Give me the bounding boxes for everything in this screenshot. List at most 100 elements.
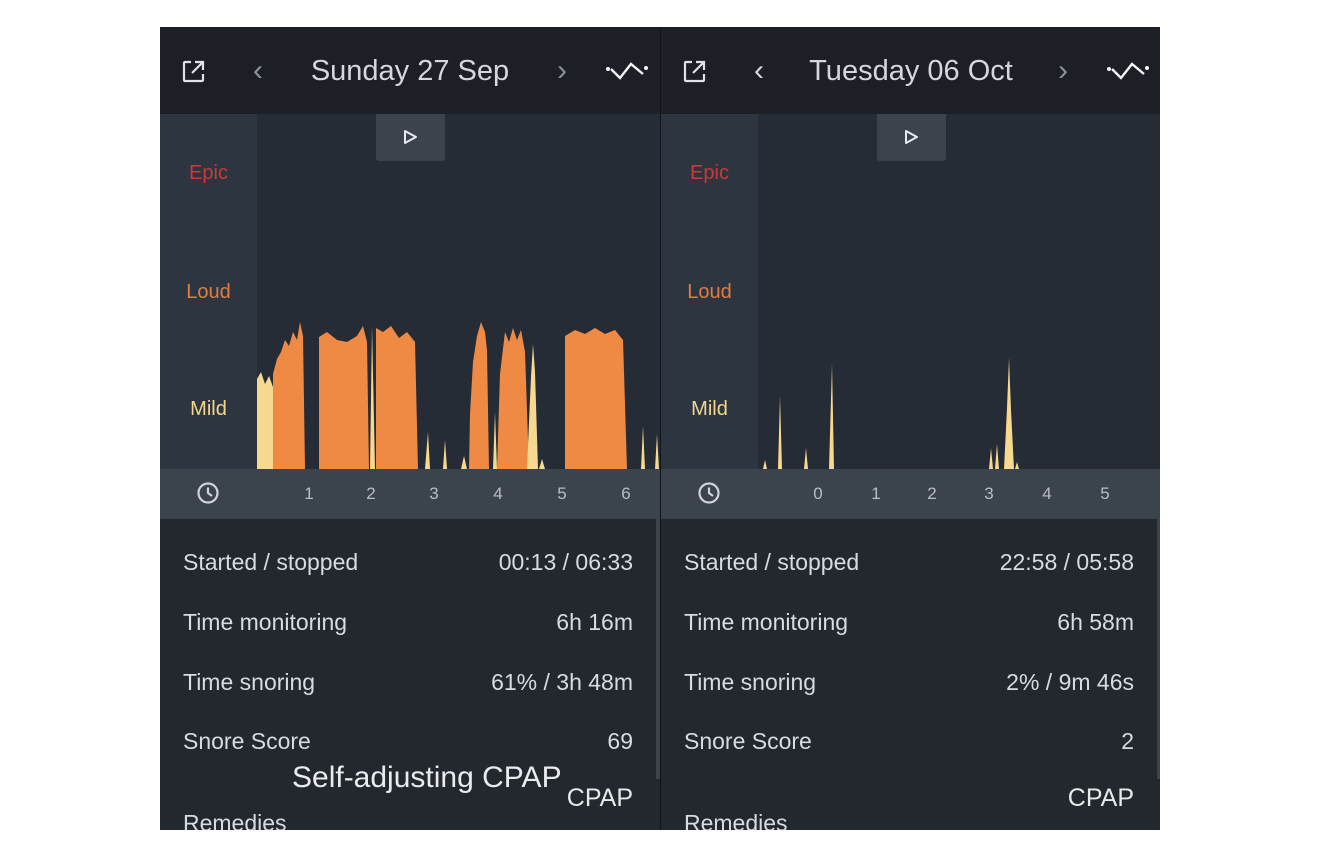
snore-burst-mild <box>370 326 375 469</box>
stat-label: Started / stopped <box>183 549 359 575</box>
night-stats: Started / stopped 00:13 / 06:33 Time mon… <box>160 519 660 830</box>
night-panel-right: ‹ Tuesday 06 Oct › Epic Loud Mild <box>661 27 1160 830</box>
level-loud-label: Loud <box>687 281 732 303</box>
snore-burst-mild <box>829 364 834 469</box>
stat-value: 2 <box>1121 728 1134 754</box>
remedy-annotation: Self-adjusting CPAP <box>292 761 562 794</box>
stat-row-snore-score: Snore Score 2 <box>684 721 1134 761</box>
time-tick: 0 <box>813 484 823 503</box>
snore-burst-mild <box>493 412 497 469</box>
stat-row-time-snoring: Time snoring 2% / 9m 46s <box>684 662 1134 702</box>
play-audio-button[interactable] <box>376 114 445 161</box>
stat-label: Snore Score <box>684 728 812 754</box>
snore-burst-mild <box>539 459 545 469</box>
stat-value: 00:13 / 06:33 <box>498 549 633 575</box>
stat-label: Time monitoring <box>684 609 849 635</box>
remedy-value: CPAP <box>1067 784 1134 812</box>
snore-burst-mild <box>655 434 659 469</box>
date-header: ‹ Sunday 27 Sep › <box>160 27 660 114</box>
stat-label: Started / stopped <box>684 549 860 575</box>
level-epic-label: Epic <box>189 162 228 184</box>
level-mild-label: Mild <box>190 398 227 420</box>
stat-label: Snore Score <box>183 728 311 754</box>
stat-value: 22:58 / 05:58 <box>999 549 1134 575</box>
stat-row-time-monitoring: Time monitoring 6h 58m <box>684 602 1134 642</box>
snore-burst-loud <box>497 328 529 469</box>
stat-row-started-stopped: Started / stopped 00:13 / 06:33 <box>183 542 633 582</box>
scrollbar[interactable] <box>656 519 660 779</box>
night-stats: Started / stopped 22:58 / 05:58 Time mon… <box>661 519 1160 830</box>
stat-row-started-stopped: Started / stopped 22:58 / 05:58 <box>684 542 1134 582</box>
time-tick: 3 <box>984 484 994 503</box>
remedies-label: Remedies <box>684 810 788 830</box>
level-loud-label: Loud <box>186 281 231 303</box>
snore-burst-loud <box>469 322 489 469</box>
snore-burst-loud <box>565 328 627 469</box>
snore-burst-loud <box>319 326 369 469</box>
time-tick: 1 <box>871 484 881 503</box>
snore-intensity-chart: Epic Loud Mild <box>661 114 1160 469</box>
remedy-value: CPAP <box>566 784 633 812</box>
stat-row-snore-score: Snore Score 69 <box>183 721 633 761</box>
snore-burst-mild <box>443 440 447 469</box>
snore-burst-mild <box>1004 358 1014 469</box>
snore-burst-mild <box>1015 462 1019 469</box>
stat-value: 69 <box>607 728 633 754</box>
time-axis: 1 2 3 4 5 6 <box>160 469 660 519</box>
night-panel-left: ‹ Sunday 27 Sep › Epic Loud Mild <box>160 27 660 830</box>
stat-row-time-snoring: Time snoring 61% / 3h 48m <box>183 662 633 702</box>
trend-line-icon[interactable] <box>1107 57 1149 85</box>
trend-line-icon[interactable] <box>606 57 648 85</box>
snore-waveform <box>763 358 1019 469</box>
snore-burst-loud <box>273 322 305 469</box>
clock-icon <box>197 482 219 504</box>
snore-burst-mild <box>989 448 993 469</box>
stat-value: 61% / 3h 48m <box>491 669 633 695</box>
level-epic-label: Epic <box>690 162 729 184</box>
stat-label: Time monitoring <box>183 609 348 635</box>
stat-label: Time snoring <box>183 669 316 695</box>
time-tick: 4 <box>493 484 503 503</box>
snore-burst-mild <box>778 396 782 469</box>
play-audio-button[interactable] <box>877 114 946 161</box>
stat-value: 2% / 9m 46s <box>1006 669 1134 695</box>
chevron-right-icon[interactable]: › <box>557 54 567 87</box>
stat-row-time-monitoring: Time monitoring 6h 16m <box>183 602 633 642</box>
snore-burst-mild <box>527 344 538 469</box>
date-header: ‹ Tuesday 06 Oct › <box>661 27 1160 114</box>
snore-burst-mild <box>425 432 430 469</box>
time-tick: 5 <box>1100 484 1110 503</box>
time-tick: 4 <box>1042 484 1052 503</box>
chevron-right-icon[interactable]: › <box>1058 54 1068 87</box>
snore-burst-mild <box>763 460 767 469</box>
time-axis: 0 1 2 3 4 5 <box>661 469 1160 519</box>
snore-burst-loud <box>376 326 418 469</box>
share-icon[interactable] <box>181 59 206 84</box>
snore-intensity-chart: Epic Loud Mild <box>160 114 660 469</box>
time-tick: 3 <box>429 484 439 503</box>
snore-burst-mild <box>461 456 467 469</box>
share-icon[interactable] <box>682 59 707 84</box>
level-mild-label: Mild <box>691 398 728 420</box>
chevron-left-icon[interactable]: ‹ <box>253 54 263 87</box>
stat-value: 6h 58m <box>1057 609 1134 635</box>
play-icon <box>404 130 417 144</box>
scrollbar[interactable] <box>1157 519 1160 779</box>
night-date-title: Sunday 27 Sep <box>310 55 510 87</box>
clock-icon <box>698 482 720 504</box>
remedies-label: Remedies <box>183 810 287 830</box>
time-tick: 6 <box>621 484 631 503</box>
snore-burst-mild <box>804 448 808 469</box>
chevron-left-icon[interactable]: ‹ <box>754 54 764 87</box>
play-icon <box>905 130 918 144</box>
time-tick: 5 <box>557 484 567 503</box>
time-tick: 2 <box>366 484 376 503</box>
snore-burst-mild <box>641 426 645 469</box>
time-tick: 2 <box>927 484 937 503</box>
snore-burst-mild <box>257 372 278 469</box>
stat-value: 6h 16m <box>556 609 633 635</box>
snore-comparison-screen: ‹ Sunday 27 Sep › Epic Loud Mild <box>160 27 1160 830</box>
panel-divider <box>660 27 661 830</box>
stat-label: Time snoring <box>684 669 817 695</box>
intensity-level-column: Epic Loud Mild <box>661 114 758 469</box>
